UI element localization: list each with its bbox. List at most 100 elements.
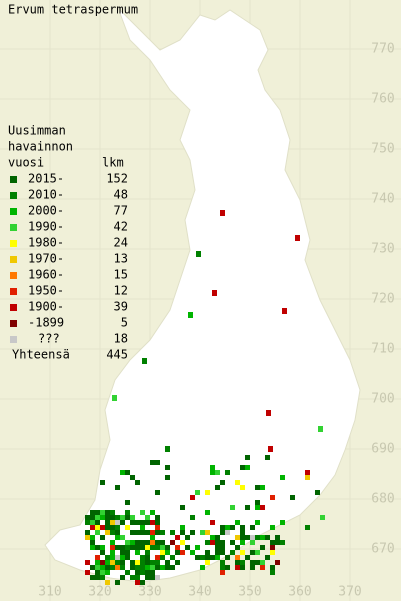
x-label: 310 <box>38 585 61 600</box>
observation <box>225 525 230 530</box>
observation <box>155 490 160 495</box>
observation <box>205 490 210 495</box>
observation <box>120 515 125 520</box>
observation <box>270 495 275 500</box>
observation <box>220 210 225 216</box>
observation <box>150 560 155 565</box>
observation <box>165 465 170 470</box>
observation <box>85 570 90 575</box>
observation <box>180 525 185 530</box>
legend-label: 1990- <box>28 220 64 234</box>
observation <box>140 510 145 515</box>
observation <box>95 520 100 525</box>
observation <box>255 535 260 540</box>
observation <box>155 460 160 465</box>
legend-label: -1899 <box>28 316 64 330</box>
observation <box>105 565 110 570</box>
observation <box>240 565 245 570</box>
observation <box>188 312 193 318</box>
observation <box>240 525 245 530</box>
observation <box>270 570 275 575</box>
observation <box>185 535 190 540</box>
observation <box>140 570 145 575</box>
observation <box>250 550 255 555</box>
observation <box>250 565 255 570</box>
observation <box>135 540 140 545</box>
observation <box>270 525 275 530</box>
legend-label: ??? <box>38 332 60 346</box>
observation <box>160 530 165 535</box>
observation <box>155 525 160 530</box>
observation <box>210 535 215 540</box>
observation <box>90 565 95 570</box>
title: Ervum tetraspermum <box>8 3 138 17</box>
observation <box>145 555 150 560</box>
legend-count: 42 <box>114 220 128 234</box>
observation <box>260 560 265 565</box>
observation <box>195 490 200 495</box>
observation <box>115 565 120 570</box>
observation <box>220 560 225 565</box>
observation <box>150 510 155 515</box>
observation <box>150 540 155 545</box>
observation <box>150 565 155 570</box>
observation <box>135 530 140 535</box>
observation <box>155 515 160 520</box>
observation <box>195 545 200 550</box>
legend: Uusimman havainnon vuosi lkm 2015- 152 2010- 48… <box>8 124 128 362</box>
observation <box>250 560 255 565</box>
observation <box>130 565 135 570</box>
observation <box>165 545 170 550</box>
observation <box>305 475 310 480</box>
observation <box>305 525 310 530</box>
observation <box>265 535 270 540</box>
observation <box>175 560 180 565</box>
observation <box>125 550 130 555</box>
observation <box>190 530 195 535</box>
legend-count: 12 <box>114 284 128 298</box>
observation <box>175 535 180 540</box>
legend-swatch <box>10 224 17 231</box>
observation <box>130 560 135 565</box>
observation <box>210 465 215 470</box>
observation <box>115 515 120 520</box>
observation <box>160 540 165 545</box>
y-label: 740 <box>371 192 394 207</box>
observation <box>215 540 220 545</box>
observation <box>100 535 105 540</box>
observation <box>215 555 220 560</box>
legend-label: 2000- <box>28 204 64 218</box>
x-label: 340 <box>188 585 211 600</box>
observation <box>110 520 115 525</box>
observation <box>180 550 185 555</box>
observation <box>275 560 280 565</box>
legend-swatch <box>10 336 17 343</box>
observation <box>125 515 130 520</box>
observation <box>190 550 195 555</box>
observation <box>240 550 245 555</box>
observation <box>205 560 210 565</box>
observation <box>245 455 250 460</box>
observation <box>220 565 225 570</box>
observation <box>195 555 200 560</box>
observation <box>90 535 95 540</box>
observation <box>180 505 185 510</box>
observation <box>265 555 270 560</box>
legend-count-heading: lkm <box>102 156 124 170</box>
legend-label: 1950- <box>28 284 64 298</box>
observation <box>215 535 220 540</box>
observation <box>105 520 110 525</box>
observation <box>135 575 140 580</box>
x-label: 330 <box>138 585 161 600</box>
observation <box>145 545 150 550</box>
observation <box>280 475 285 480</box>
observation <box>220 540 225 545</box>
observation <box>145 530 150 535</box>
observation <box>220 525 225 530</box>
observation <box>190 515 195 520</box>
observation <box>230 540 235 545</box>
observation <box>282 308 287 314</box>
observation <box>135 480 140 485</box>
observation <box>140 555 145 560</box>
legend-heading: vuosi <box>8 156 44 170</box>
